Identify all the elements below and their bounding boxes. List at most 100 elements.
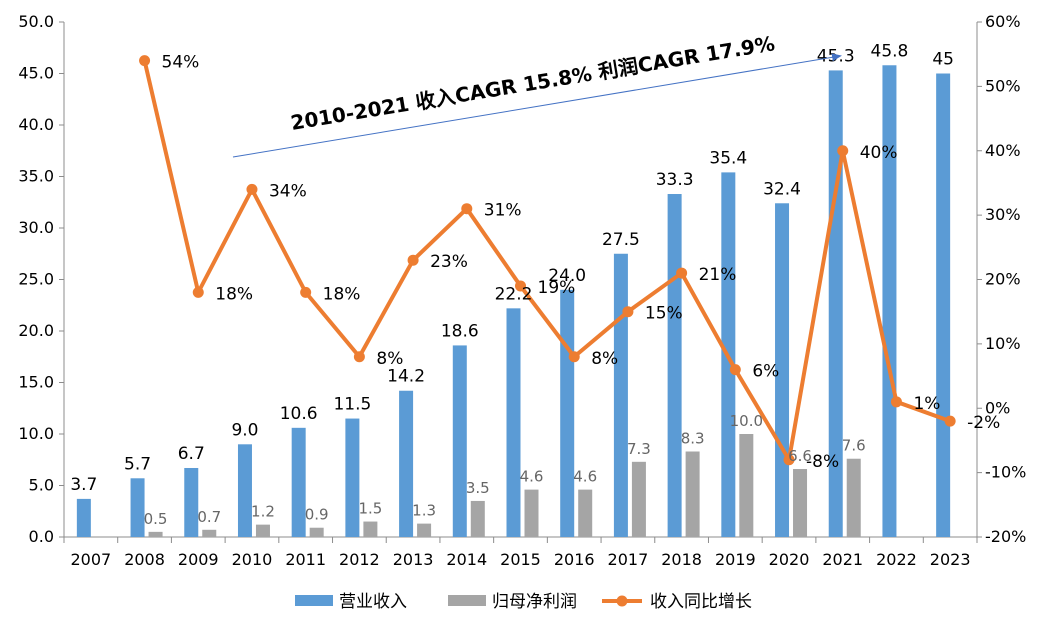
- growth-data-label: 8%: [591, 349, 618, 369]
- right-tick-label: 50%: [985, 76, 1021, 95]
- x-tick-label: 2017: [608, 550, 649, 569]
- revenue-data-label: 24.0: [548, 266, 586, 286]
- growth-data-label: -8%: [806, 452, 839, 472]
- profit-data-label: 1.2: [251, 503, 275, 521]
- growth-point: [837, 145, 849, 157]
- left-tick-label: 0.0: [29, 527, 54, 546]
- growth-point: [139, 55, 151, 67]
- profit-data-label: 7.3: [627, 440, 651, 458]
- axes-layer: 0.0 5.0 10.0 15.0 20.0 25.0 30.0 35.0 40.0 45.0 50…: [18, 12, 1026, 569]
- revenue-data-label: 22.2: [495, 284, 533, 304]
- growth-data-label: -2%: [967, 413, 1000, 433]
- profit-data-label: 6.6: [788, 447, 812, 465]
- profit-data-label: 0.9: [305, 506, 329, 524]
- revenue-data-label: 18.6: [441, 321, 479, 341]
- line-layer: [139, 55, 956, 466]
- growth-data-label: 19%: [538, 278, 576, 298]
- profit-bar: [363, 521, 378, 537]
- profit-data-label: 4.6: [520, 468, 544, 486]
- right-tick-label: -10%: [985, 463, 1026, 482]
- growth-data-label: 18%: [215, 284, 253, 304]
- left-tick-label: 30.0: [18, 218, 54, 237]
- profit-bar: [685, 451, 700, 537]
- profit-data-label: 1.5: [358, 500, 382, 518]
- profit-bar: [255, 524, 270, 537]
- right-tick-label: -20%: [985, 527, 1026, 546]
- legend-label-revenue: 营业收入: [339, 592, 407, 612]
- left-tick-label: 5.0: [29, 476, 54, 495]
- revenue-bar: [506, 308, 521, 537]
- x-tick-label: 2008: [124, 550, 165, 569]
- legend-label-profit: 归母净利润: [492, 592, 577, 612]
- cagr-annotation: 2010-2021 收入CAGR 15.8% 利润CAGR 17.9%: [289, 31, 777, 135]
- profit-bar: [202, 529, 217, 537]
- legend: 营业收入 归母净利润 收入同比增长: [295, 592, 752, 612]
- x-tick-label: 2016: [554, 550, 595, 569]
- x-tick-label: 2015: [500, 550, 541, 569]
- right-tick-label: 0%: [985, 398, 1010, 417]
- right-tick-label: 30%: [985, 205, 1021, 224]
- profit-bar: [148, 531, 163, 537]
- left-tick-label: 35.0: [18, 167, 54, 186]
- profit-data-label: 0.7: [197, 508, 221, 526]
- growth-point: [192, 286, 204, 298]
- growth-data-label: 40%: [860, 143, 898, 163]
- revenue-data-label: 14.2: [387, 367, 425, 387]
- bars-layer: [76, 65, 951, 537]
- growth-point: [515, 280, 526, 292]
- revenue-bar: [76, 498, 91, 537]
- growth-point: [461, 203, 473, 215]
- x-tick-label: 2007: [70, 550, 111, 569]
- x-tick-label: 2023: [930, 550, 971, 569]
- revenue-bar: [184, 467, 199, 537]
- left-tick-label: 25.0: [18, 270, 54, 289]
- profit-bar: [470, 500, 485, 537]
- growth-point: [890, 396, 902, 408]
- profit-data-label: 3.5: [466, 479, 490, 497]
- profit-bar: [417, 523, 432, 537]
- revenue-bar: [828, 70, 843, 537]
- growth-point: [246, 183, 258, 195]
- revenue-data-label: 35.4: [709, 148, 747, 168]
- revenue-data-label: 10.6: [280, 404, 318, 424]
- revenue-bar: [237, 444, 252, 537]
- growth-point: [407, 254, 419, 266]
- revenue-data-label: 11.5: [333, 395, 371, 415]
- revenue-data-label: 45: [932, 50, 954, 70]
- revenue-data-label: 3.7: [70, 475, 97, 495]
- growth-data-label: 6%: [752, 362, 779, 382]
- profit-bar: [793, 469, 808, 537]
- revenue-bar: [560, 289, 575, 537]
- growth-point: [622, 306, 634, 318]
- x-tick-label: 2013: [393, 550, 434, 569]
- revenue-data-label: 33.3: [656, 170, 694, 190]
- x-tick-label: 2020: [769, 550, 810, 569]
- profit-data-label: 4.6: [573, 468, 597, 486]
- revenue-bar: [667, 194, 682, 537]
- x-tick-label: 2011: [285, 550, 326, 569]
- growth-data-label: 54%: [162, 53, 200, 73]
- growth-data-label: 18%: [323, 284, 361, 304]
- revenue-data-label: 5.7: [124, 454, 151, 474]
- profit-data-label: 0.5: [144, 510, 168, 528]
- revenue-bar: [882, 65, 897, 537]
- right-tick-label: 60%: [985, 12, 1021, 31]
- labels-layer: 3.7 5.7 6.7 9.0 10.6 11.5 14.2 18.6 22.2 24.0 27.5…: [70, 41, 1000, 528]
- growth-point: [300, 286, 312, 298]
- left-tick-label: 15.0: [18, 373, 54, 392]
- right-tick-label: 40%: [985, 141, 1021, 160]
- right-tick-label: 20%: [985, 270, 1021, 289]
- revenue-bar: [291, 427, 306, 537]
- revenue-data-label: 9.0: [231, 420, 258, 440]
- annotation-layer: 2010-2021 收入CAGR 15.8% 利润CAGR 17.9%: [232, 31, 842, 158]
- revenue-data-label: 32.4: [763, 179, 801, 199]
- left-tick-label: 10.0: [18, 424, 54, 443]
- x-tick-label: 2021: [822, 550, 863, 569]
- x-tick-label: 2019: [715, 550, 756, 569]
- x-tick-label: 2018: [661, 550, 702, 569]
- revenue-data-label: 6.7: [178, 444, 205, 464]
- growth-point: [353, 351, 365, 363]
- profit-bar: [846, 458, 861, 537]
